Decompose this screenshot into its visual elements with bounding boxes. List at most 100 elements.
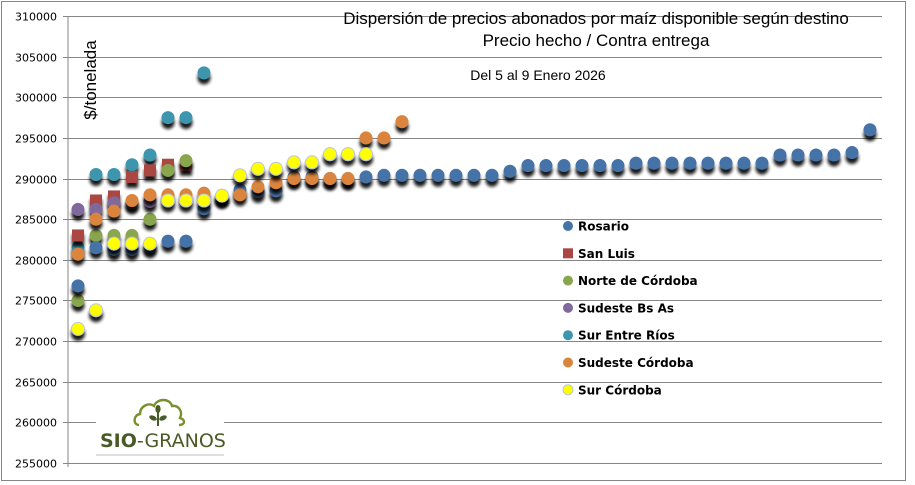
data-point (377, 168, 391, 182)
data-point (233, 168, 247, 183)
data-point (71, 321, 85, 336)
data-point (161, 193, 175, 208)
data-point (161, 111, 175, 125)
data-point (395, 115, 409, 129)
y-tick-label: 255000 (15, 458, 57, 471)
data-point (305, 155, 319, 170)
data-point (341, 147, 355, 162)
data-point (179, 193, 193, 208)
y-tick-label: 305000 (15, 52, 57, 65)
data-point (179, 111, 193, 125)
data-point (575, 159, 589, 173)
sio-granos-logo: SIO-GRANOS (96, 391, 226, 456)
legend-label: San Luis (578, 247, 635, 261)
data-point (647, 156, 661, 170)
legend-item: Sudeste Córdoba (563, 356, 694, 370)
y-tick-label: 285000 (15, 214, 57, 227)
legend-label: Norte de Córdoba (578, 274, 698, 288)
data-point (323, 172, 337, 186)
data-point (144, 164, 156, 177)
cloud-icon (133, 398, 186, 427)
data-point (719, 156, 733, 170)
legend-marker-circle-icon (563, 357, 573, 368)
data-point (251, 180, 265, 194)
y-tick-label: 280000 (15, 255, 57, 268)
data-point (521, 159, 535, 173)
data-point (72, 229, 84, 242)
data-point (611, 159, 625, 173)
data-point (126, 170, 138, 183)
data-point (431, 168, 445, 182)
legend-label: Sur Córdoba (578, 383, 662, 397)
data-point (629, 156, 643, 170)
data-point (341, 172, 355, 186)
y-tick-label: 265000 (15, 377, 57, 390)
data-point (503, 164, 517, 178)
data-point (71, 202, 85, 216)
data-point (71, 279, 85, 293)
data-point (863, 123, 877, 137)
legend-marker-circle-icon (563, 275, 573, 286)
data-point (107, 167, 121, 181)
data-point (125, 236, 139, 251)
legend-marker-circle-icon (562, 384, 574, 396)
data-point (161, 163, 175, 177)
legend-marker-circle-icon (563, 221, 573, 231)
data-point (827, 148, 841, 162)
data-point (89, 228, 103, 242)
data-point (143, 236, 157, 251)
data-point (71, 247, 85, 261)
data-point (791, 148, 805, 162)
data-point (737, 156, 751, 170)
data-point (233, 188, 247, 202)
data-point (197, 66, 211, 80)
data-point (395, 168, 409, 182)
y-tick-label: 260000 (15, 417, 57, 430)
data-point (287, 155, 301, 170)
y-axis-label: $/tonelada (81, 40, 100, 120)
chart-period: Del 5 al 9 Enero 2026 (470, 67, 606, 83)
data-point (179, 234, 193, 248)
series-sur-c-rdoba (71, 147, 373, 336)
data-point (107, 204, 121, 218)
data-point (269, 176, 283, 190)
data-points (71, 66, 877, 336)
legend-label: Sudeste Córdoba (578, 356, 694, 370)
y-axis-ticks: 255000 260000 265000 270000 275000 280000 2850… (15, 11, 57, 471)
y-tick-label: 270000 (15, 336, 57, 349)
legend-marker-square-icon (563, 248, 573, 259)
data-point (755, 156, 769, 170)
legend-marker-circle-icon (563, 330, 573, 341)
data-point (701, 156, 715, 170)
legend-label: Sur Entre Ríos (578, 329, 675, 343)
data-point (323, 147, 337, 162)
chart-title: Dispersión de precios abonados por maíz … (343, 9, 849, 28)
y-tick-label: 290000 (15, 174, 57, 187)
legend: Rosario San Luis Norte de Córdoba Sudeste B… (562, 220, 698, 397)
data-point (89, 212, 103, 226)
data-point (359, 147, 373, 162)
data-point (197, 193, 211, 208)
data-point (90, 194, 102, 207)
y-tick-label: 295000 (15, 133, 57, 146)
data-point (593, 159, 607, 173)
legend-item: Sur Entre Ríos (563, 329, 675, 343)
sprout-icon (149, 405, 167, 426)
legend-marker-circle-icon (563, 302, 573, 313)
data-point (107, 236, 121, 251)
data-point (683, 156, 697, 170)
data-point (71, 293, 85, 307)
data-point (665, 156, 679, 170)
data-point (413, 168, 427, 182)
data-point (89, 167, 103, 181)
data-point (539, 159, 553, 173)
data-point (125, 158, 139, 172)
y-tick-label: 275000 (15, 295, 57, 308)
data-point (449, 168, 463, 182)
data-point (161, 234, 175, 248)
data-point (305, 172, 319, 186)
data-point (557, 159, 571, 173)
legend-item: Sur Córdoba (562, 383, 662, 397)
data-point (89, 202, 103, 216)
